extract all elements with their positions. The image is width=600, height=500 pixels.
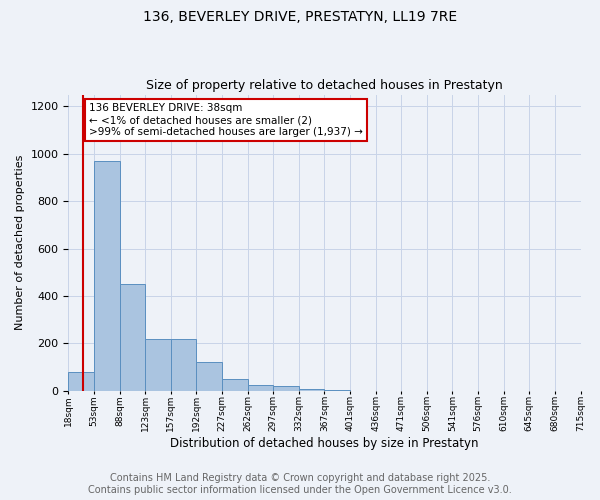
- Text: 136 BEVERLEY DRIVE: 38sqm
← <1% of detached houses are smaller (2)
>99% of semi-: 136 BEVERLEY DRIVE: 38sqm ← <1% of detac…: [89, 104, 363, 136]
- Bar: [299, 388, 325, 391]
- X-axis label: Distribution of detached houses by size in Prestatyn: Distribution of detached houses by size …: [170, 437, 479, 450]
- Bar: [119, 284, 145, 391]
- Bar: [94, 161, 119, 391]
- Bar: [273, 386, 299, 391]
- Bar: [222, 379, 248, 391]
- Bar: [325, 390, 350, 391]
- Bar: [68, 372, 94, 391]
- Bar: [196, 362, 222, 391]
- Text: Contains HM Land Registry data © Crown copyright and database right 2025.
Contai: Contains HM Land Registry data © Crown c…: [88, 474, 512, 495]
- Bar: [248, 385, 273, 391]
- Text: 136, BEVERLEY DRIVE, PRESTATYN, LL19 7RE: 136, BEVERLEY DRIVE, PRESTATYN, LL19 7RE: [143, 10, 457, 24]
- Bar: [145, 338, 171, 391]
- Y-axis label: Number of detached properties: Number of detached properties: [15, 155, 25, 330]
- Bar: [171, 338, 196, 391]
- Title: Size of property relative to detached houses in Prestatyn: Size of property relative to detached ho…: [146, 79, 503, 92]
